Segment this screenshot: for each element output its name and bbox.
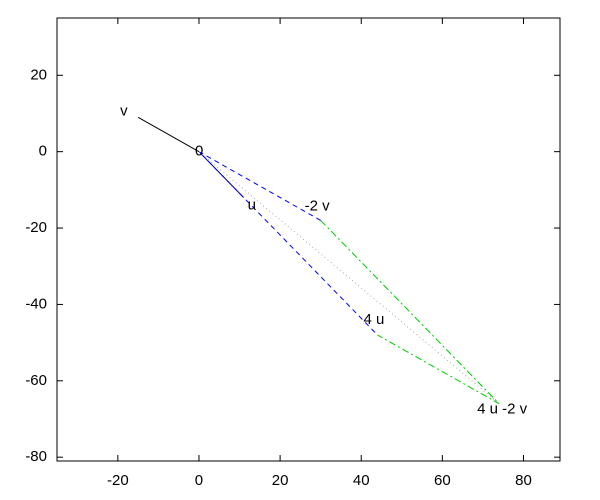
point-label: 4 u: [363, 311, 384, 328]
y-tick-label: -60: [25, 372, 47, 389]
vector-line: [137, 116, 200, 153]
x-tick-label: 20: [272, 472, 289, 489]
vector-line: [198, 151, 500, 405]
point-label: 4 u -2 v: [477, 401, 528, 418]
plot-frame: [56, 17, 561, 462]
y-tick-label: 20: [30, 66, 47, 83]
x-tick-label: 0: [195, 472, 203, 489]
y-tick-label: -20: [25, 219, 47, 236]
vector-line: [320, 220, 500, 405]
x-tick-label: 60: [434, 472, 451, 489]
y-tick-label: 0: [39, 143, 47, 160]
point-label: v: [120, 102, 128, 119]
point-label: 0: [195, 143, 203, 160]
x-tick-label: 80: [515, 472, 532, 489]
y-tick-label: -80: [25, 448, 47, 465]
point-label: u: [248, 196, 256, 213]
x-tick-label: -20: [107, 472, 129, 489]
x-tick-label: 40: [353, 472, 370, 489]
y-tick-label: -40: [25, 295, 47, 312]
point-label: -2 v: [305, 197, 331, 214]
